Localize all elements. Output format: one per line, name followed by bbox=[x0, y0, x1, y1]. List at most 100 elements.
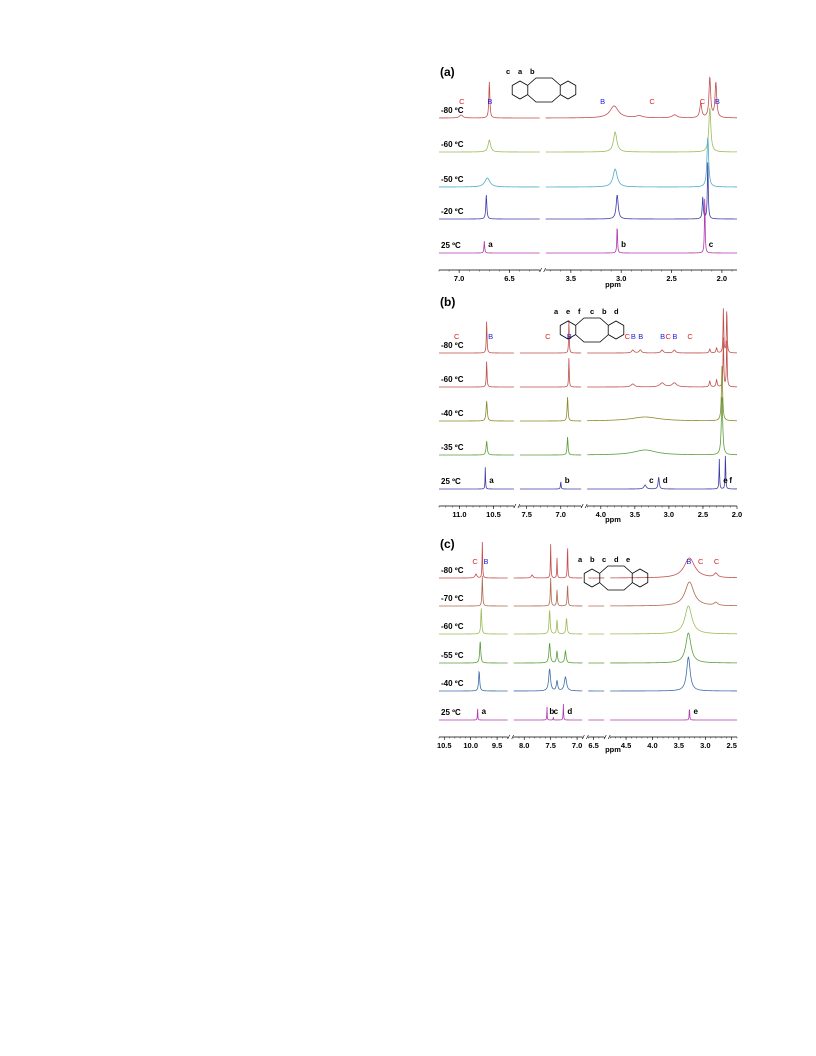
spectrum-trace bbox=[519, 481, 582, 490]
spectrum-trace bbox=[439, 542, 508, 579]
spectrum-trace bbox=[439, 608, 508, 635]
x-tick-label: 7.0 bbox=[556, 510, 566, 519]
temperature-label: -20 ºC bbox=[441, 207, 464, 216]
temperature-label: -35 ºC bbox=[441, 443, 464, 452]
spectrum-trace bbox=[519, 397, 582, 422]
species-label-B: B bbox=[487, 97, 492, 106]
axis-break-mark bbox=[580, 503, 588, 509]
x-tick-label: 7.0 bbox=[572, 741, 582, 750]
spectrum-trace bbox=[513, 643, 583, 664]
temperature-label: -60 ºC bbox=[441, 375, 464, 384]
species-label-B: B bbox=[483, 557, 488, 566]
species-label-C: C bbox=[698, 557, 704, 566]
molecule-atom-label: a bbox=[554, 307, 559, 316]
peak-assignment-label: c bbox=[709, 240, 714, 249]
temperature-label: -60 ºC bbox=[441, 622, 464, 631]
axis-break-mark bbox=[603, 734, 611, 740]
species-label-B: B bbox=[488, 332, 493, 341]
spectrum-trace bbox=[439, 576, 508, 607]
peak-assignment-label: f bbox=[729, 476, 732, 485]
molecule-atom-label: c bbox=[602, 555, 606, 564]
spectrum-trace bbox=[519, 437, 582, 456]
species-label-B: B bbox=[660, 332, 665, 341]
panel-label: (c) bbox=[440, 537, 455, 551]
spectrum-trace bbox=[439, 195, 540, 220]
spectrum-trace bbox=[545, 76, 737, 119]
species-label-C: C bbox=[545, 332, 551, 341]
molecule-atom-label: c bbox=[590, 307, 594, 316]
spectrum-trace bbox=[439, 139, 540, 153]
axis-break-mark bbox=[513, 503, 521, 509]
spectrum-trace bbox=[439, 441, 514, 456]
spectrum-trace bbox=[439, 361, 514, 388]
benzene-ring bbox=[511, 80, 529, 100]
species-label-C: C bbox=[649, 97, 655, 106]
x-tick-label: 3.0 bbox=[664, 510, 674, 519]
species-label-B: B bbox=[686, 557, 691, 566]
peak-assignment-label: c bbox=[554, 707, 559, 716]
temperature-label: -80 ºC bbox=[441, 341, 464, 350]
molecule-atom-label: f bbox=[578, 307, 581, 316]
species-label-C: C bbox=[472, 557, 478, 566]
x-tick-label: 7.0 bbox=[454, 274, 464, 283]
molecule-atom-label: b bbox=[590, 555, 595, 564]
species-label-C: C bbox=[666, 332, 672, 341]
spectrum-trace bbox=[587, 308, 738, 354]
species-label-C: C bbox=[687, 332, 693, 341]
x-tick-label: 2.5 bbox=[666, 274, 676, 283]
spectrum-trace bbox=[610, 709, 737, 721]
spectrum-trace bbox=[545, 198, 737, 254]
x-tick-label: 4.0 bbox=[596, 510, 606, 519]
benzene-ring bbox=[631, 568, 649, 588]
axis-break-mark bbox=[507, 734, 514, 740]
x-tick-label: 3.5 bbox=[566, 274, 576, 283]
spectrum-trace bbox=[439, 177, 540, 188]
temperature-label: -80 ºC bbox=[441, 106, 464, 115]
spectrum-trace bbox=[610, 632, 737, 664]
molecule-atom-label: c bbox=[506, 67, 510, 76]
spectrum-trace bbox=[513, 544, 583, 579]
species-label-B: B bbox=[631, 332, 636, 341]
peak-assignment-label: a bbox=[488, 240, 493, 249]
nmr-panel-b: (b) -80 ºC -60 ºC -40 ºC -35 ºC 25 ºC 11.0 10.5… bbox=[438, 295, 742, 524]
species-label-B: B bbox=[567, 332, 572, 341]
x-tick-label: 4.5 bbox=[621, 741, 631, 750]
benzene-ring bbox=[559, 80, 577, 100]
species-label-B: B bbox=[600, 97, 605, 106]
peak-assignment-label: e bbox=[693, 707, 698, 716]
molecule-atom-label: a bbox=[518, 67, 523, 76]
peak-assignment-label: b bbox=[549, 707, 554, 716]
spectrum-trace bbox=[439, 401, 514, 422]
x-tick-label: 3.0 bbox=[700, 741, 710, 750]
peak-assignment-label: b bbox=[621, 240, 626, 249]
bridge-bonds bbox=[599, 565, 633, 591]
x-tick-label: 11.0 bbox=[452, 510, 466, 519]
bridge-bonds bbox=[575, 317, 609, 343]
species-label-B: B bbox=[638, 332, 643, 341]
x-tick-label: 2.0 bbox=[732, 510, 742, 519]
peak-assignment-label: a bbox=[489, 476, 494, 485]
x-tick-label: 2.5 bbox=[698, 510, 708, 519]
spectrum-trace bbox=[545, 137, 737, 188]
x-tick-label: 10.5 bbox=[486, 510, 501, 519]
spectrum-trace bbox=[519, 320, 582, 354]
spectrum-trace bbox=[587, 396, 738, 456]
axis-break-mark bbox=[539, 267, 546, 273]
spectrum-trace bbox=[513, 668, 583, 692]
temperature-label: 25 ºC bbox=[441, 708, 461, 717]
panel-label: (b) bbox=[440, 295, 455, 309]
x-tick-label: 10.0 bbox=[463, 741, 478, 750]
species-label-C: C bbox=[454, 332, 460, 341]
temperature-label: -40 ºC bbox=[441, 409, 464, 418]
x-tick-label: 4.0 bbox=[647, 741, 657, 750]
peak-assignment-label: b bbox=[565, 476, 570, 485]
spectrum-trace bbox=[587, 365, 737, 422]
spectrum-trace bbox=[513, 577, 583, 607]
spectrum-trace bbox=[545, 107, 737, 153]
panel-label: (a) bbox=[440, 65, 455, 79]
spectrum-trace bbox=[610, 605, 737, 635]
